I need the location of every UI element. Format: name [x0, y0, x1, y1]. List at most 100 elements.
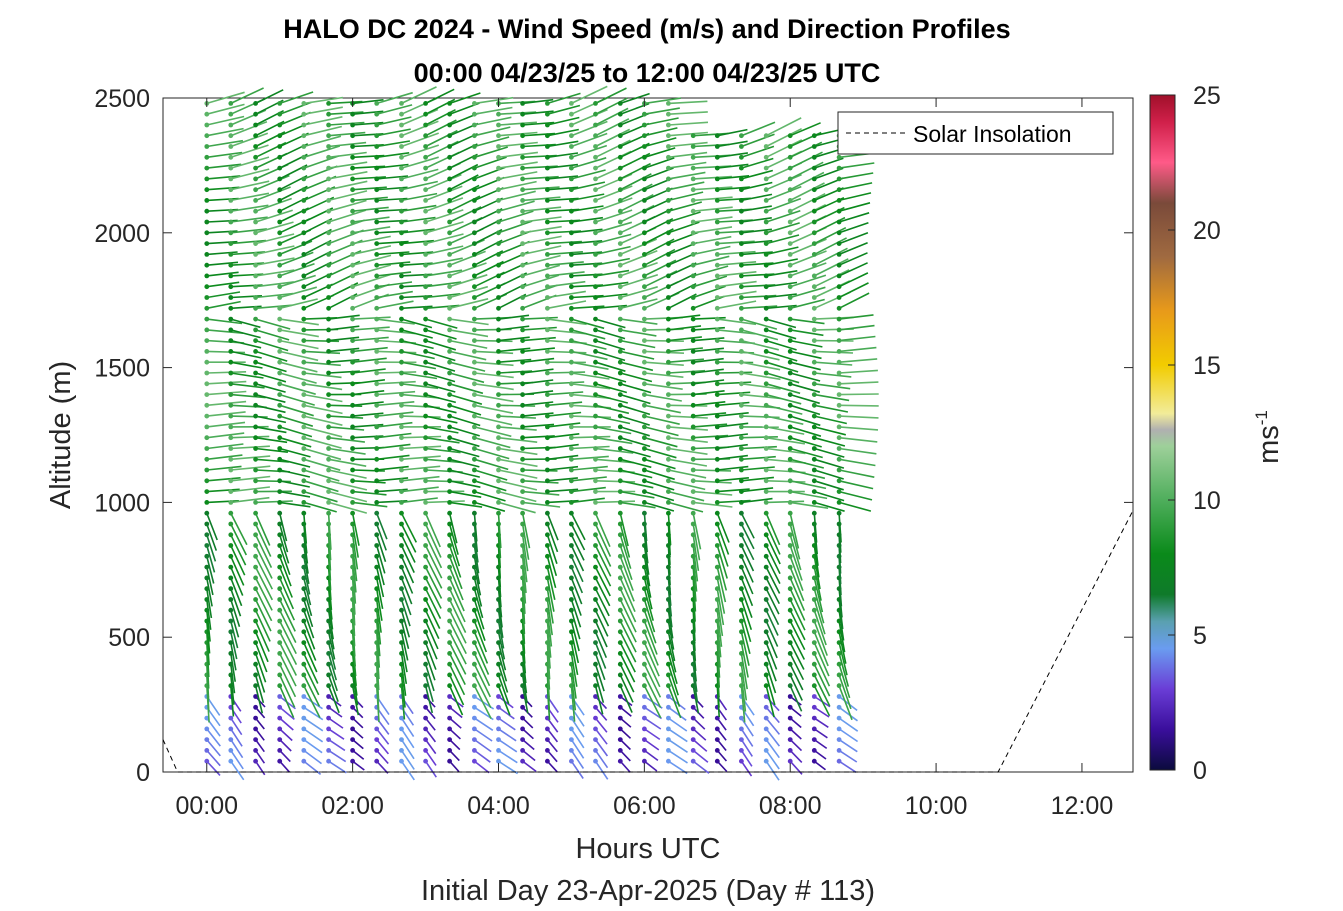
wind-vector: [230, 599, 241, 627]
wind-vector: [522, 469, 558, 472]
wind-vector: [765, 631, 778, 659]
wind-vector-head: [447, 370, 452, 376]
wind-vector-head: [301, 446, 307, 451]
wind-vector-head: [763, 640, 769, 645]
wind-vector: [766, 500, 805, 504]
wind-vector-head: [545, 758, 550, 764]
wind-vector: [571, 476, 607, 482]
wind-vector: [571, 455, 609, 461]
wind-vector: [206, 421, 246, 428]
wind-vector: [352, 390, 385, 396]
wind-vector: [400, 545, 415, 573]
x-tick-label: 00:00: [175, 792, 238, 820]
wind-vector: [497, 620, 505, 649]
wind-vector-head: [787, 586, 793, 592]
wind-vector: [351, 674, 359, 706]
wind-vector-head: [569, 510, 574, 516]
wind-vector-head: [520, 219, 525, 225]
y-tick-label: 500: [108, 624, 150, 652]
wind-vector-head: [690, 402, 696, 408]
wind-vector-head: [666, 295, 671, 300]
wind-vector: [547, 499, 579, 504]
wind-vector: [668, 469, 707, 479]
wind-vector: [570, 577, 583, 605]
wind-vector-head: [301, 435, 307, 441]
wind-vector: [789, 161, 824, 180]
wind-vector: [497, 653, 508, 682]
wind-vector: [547, 318, 587, 326]
wind-vector: [813, 269, 850, 288]
wind-vector: [279, 298, 318, 310]
wind-vector: [643, 609, 657, 644]
wind-vector-head: [545, 208, 550, 214]
wind-vector-head: [666, 456, 671, 462]
wind-vector-head: [787, 737, 793, 742]
wind-vector: [643, 545, 650, 575]
wind-vector-head: [787, 219, 793, 225]
wind-vector: [790, 469, 826, 480]
wind-vector-head: [763, 198, 769, 203]
wind-vector: [619, 685, 633, 713]
wind-vector: [765, 523, 781, 555]
wind-vector-head: [496, 683, 501, 689]
wind-vector-head: [690, 381, 696, 387]
wind-vector: [255, 292, 294, 299]
wind-vector: [230, 749, 244, 770]
wind-vector: [644, 404, 681, 414]
wind-vector-head: [617, 532, 623, 538]
wind-vector: [522, 121, 555, 126]
wind-vector-head: [690, 176, 696, 182]
wind-vector: [595, 458, 635, 464]
wind-vector-head: [787, 564, 793, 570]
wind-vector: [206, 127, 244, 137]
wind-vector-head: [739, 262, 744, 268]
wind-vector: [303, 393, 343, 403]
wind-vector-head: [447, 349, 452, 354]
wind-vector-head: [642, 489, 647, 494]
wind-vector-head: [253, 543, 258, 548]
wind-vector: [376, 261, 411, 266]
wind-vector: [595, 426, 632, 435]
wind-vector-head: [617, 122, 623, 128]
wind-vector-head: [399, 165, 404, 171]
wind-vector-head: [836, 672, 842, 678]
wind-vector-head: [569, 122, 574, 128]
wind-vector: [230, 339, 262, 349]
wind-vector-head: [423, 607, 428, 613]
wind-vector-head: [374, 230, 380, 236]
wind-vector: [546, 599, 553, 636]
wind-vector: [401, 465, 441, 471]
wind-vector: [546, 610, 553, 647]
wind-vector: [255, 174, 290, 191]
wind-vector-head: [350, 402, 355, 408]
wind-vector-head: [617, 252, 623, 257]
wind-vector: [693, 196, 733, 202]
wind-vector: [206, 631, 210, 666]
wind-vector-head: [836, 230, 842, 236]
wind-vector-head: [399, 262, 404, 268]
wind-vector: [766, 293, 797, 299]
wind-vector-head: [326, 392, 331, 397]
wind-vector: [838, 501, 872, 512]
wind-vector: [254, 739, 265, 753]
wind-vector: [693, 175, 732, 180]
wind-vector-head: [350, 241, 355, 247]
wind-vector: [790, 298, 825, 310]
wind-vector-head: [545, 521, 550, 527]
wind-vector: [595, 447, 634, 454]
wind-vector-head: [811, 295, 817, 300]
wind-vector: [303, 556, 310, 585]
wind-vector-head: [739, 252, 744, 257]
wind-vector-head: [277, 607, 283, 613]
wind-vector: [328, 447, 366, 455]
wind-vector: [230, 555, 245, 586]
wind-vector-head: [423, 478, 428, 484]
wind-vector: [619, 238, 658, 256]
wind-vector-head: [811, 392, 817, 397]
wind-vector-head: [399, 597, 404, 602]
wind-vector-head: [763, 607, 769, 613]
wind-vector: [352, 176, 386, 180]
wind-vector: [619, 588, 637, 623]
wind-vector: [789, 415, 821, 427]
wind-vector: [206, 139, 244, 148]
